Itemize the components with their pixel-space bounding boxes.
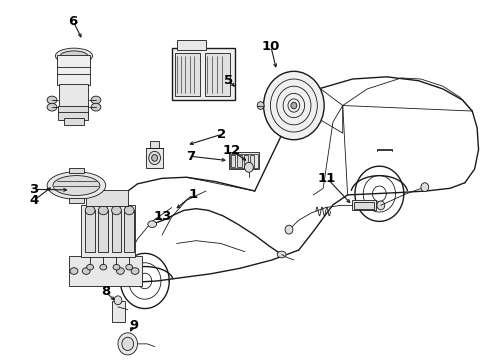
Text: 12: 12 (222, 144, 241, 157)
Ellipse shape (257, 102, 264, 109)
Bar (150, 141, 159, 148)
Bar (237, 155, 242, 167)
Ellipse shape (152, 155, 158, 161)
Ellipse shape (82, 268, 90, 274)
Ellipse shape (245, 162, 253, 172)
Text: 9: 9 (129, 319, 138, 332)
Ellipse shape (117, 268, 124, 274)
Ellipse shape (291, 102, 297, 109)
Bar (176, 40, 206, 50)
Ellipse shape (85, 206, 95, 215)
Ellipse shape (47, 103, 57, 111)
Text: 13: 13 (154, 211, 172, 224)
Ellipse shape (112, 206, 122, 215)
Ellipse shape (91, 96, 101, 104)
Ellipse shape (113, 264, 120, 270)
Ellipse shape (131, 268, 139, 274)
Ellipse shape (60, 51, 88, 61)
Ellipse shape (118, 333, 138, 355)
Bar (81, 205, 135, 257)
Ellipse shape (421, 183, 429, 192)
Text: 5: 5 (224, 74, 233, 87)
Bar (250, 155, 254, 167)
Ellipse shape (126, 264, 133, 270)
Bar (69, 256, 143, 286)
Text: 1: 1 (188, 188, 197, 201)
Bar (85, 210, 95, 252)
Text: 8: 8 (101, 285, 110, 298)
Bar (58, 105, 88, 114)
Ellipse shape (122, 337, 134, 351)
Ellipse shape (47, 96, 57, 104)
Ellipse shape (264, 71, 324, 140)
Ellipse shape (285, 225, 293, 234)
Bar (229, 152, 259, 169)
Bar (112, 210, 122, 252)
Text: 4: 4 (29, 194, 39, 207)
Text: 6: 6 (69, 15, 77, 28)
Ellipse shape (149, 151, 160, 165)
Text: 11: 11 (318, 172, 336, 185)
Bar (86, 190, 128, 207)
Ellipse shape (98, 206, 108, 215)
Bar (64, 118, 84, 125)
Bar (244, 155, 248, 167)
Ellipse shape (114, 296, 122, 305)
Bar (230, 153, 258, 168)
Text: 2: 2 (218, 128, 226, 141)
Bar (112, 301, 125, 322)
Ellipse shape (100, 264, 107, 270)
Bar (124, 210, 134, 252)
Bar (174, 53, 200, 96)
Bar (57, 55, 90, 85)
Bar (58, 112, 88, 120)
Ellipse shape (87, 264, 94, 270)
Text: 3: 3 (29, 183, 39, 196)
Bar (69, 168, 84, 174)
Ellipse shape (55, 48, 93, 64)
Ellipse shape (377, 201, 385, 210)
Ellipse shape (148, 221, 157, 228)
Ellipse shape (53, 176, 100, 195)
Bar (146, 148, 163, 168)
Ellipse shape (91, 103, 101, 111)
Bar (172, 48, 235, 100)
Bar (69, 198, 84, 203)
Ellipse shape (47, 172, 106, 199)
Bar (352, 201, 376, 210)
Ellipse shape (70, 268, 78, 274)
Text: 10: 10 (262, 40, 280, 53)
Ellipse shape (277, 251, 286, 258)
Bar (59, 84, 88, 108)
Bar (231, 155, 235, 167)
Bar (98, 210, 108, 252)
Ellipse shape (124, 206, 134, 215)
Bar (354, 202, 374, 209)
Bar (205, 53, 230, 96)
Text: 7: 7 (186, 150, 195, 163)
